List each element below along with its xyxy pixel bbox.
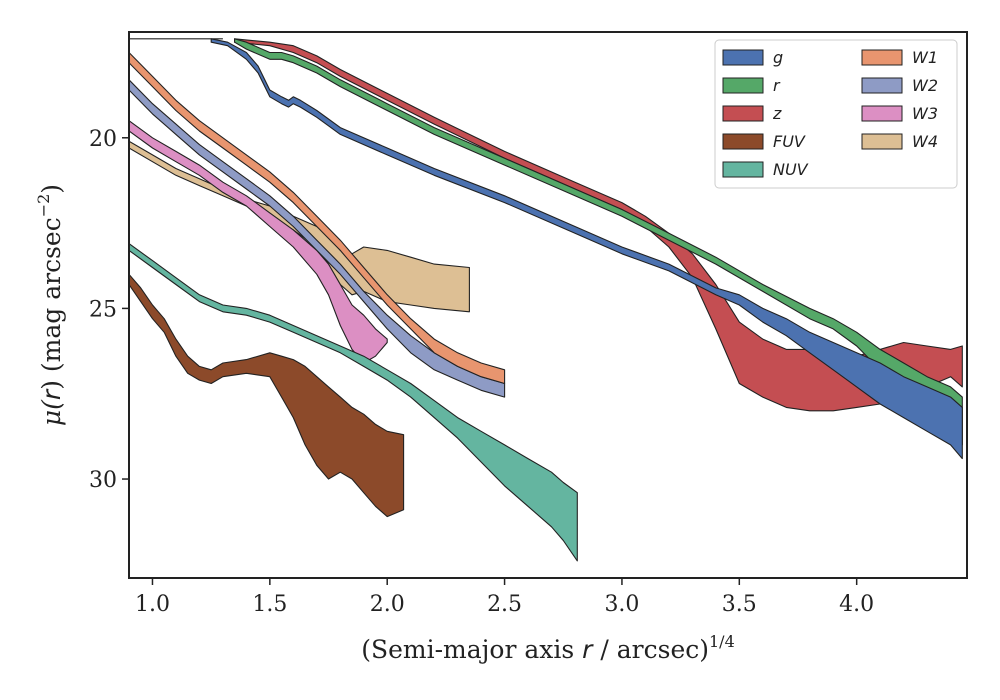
legend-swatch-w2 xyxy=(861,77,903,94)
x-tick-label: 1.0 xyxy=(135,592,170,617)
legend-swatch-z xyxy=(722,105,764,122)
x-tick-label: 1.5 xyxy=(252,592,287,617)
legend-swatch-nuv xyxy=(722,161,764,178)
x-tick-label: 2.0 xyxy=(370,592,405,617)
legend-swatch-r xyxy=(722,77,764,94)
band-w3 xyxy=(129,120,388,364)
band-g xyxy=(210,38,963,460)
band-w2 xyxy=(129,79,506,398)
legend-swatch-w4 xyxy=(861,133,903,150)
band-nuv xyxy=(129,243,578,562)
band-fuv xyxy=(129,273,405,518)
legend-swatch-g xyxy=(722,49,764,66)
x-axis-ticks: 1.0 1.5 2.0 2.5 3.0 3.5 4.0 xyxy=(135,578,874,617)
legend-frame xyxy=(714,39,958,189)
legend-swatch-fuv xyxy=(722,133,764,150)
legend-label-w2: W2 xyxy=(912,76,938,95)
x-tick-label: 3.5 xyxy=(722,592,757,617)
x-tick-label: 4.0 xyxy=(839,592,874,617)
y-tick-label: 25 xyxy=(89,297,117,322)
y-tick-label: 20 xyxy=(89,127,117,152)
legend-label-fuv: FUV xyxy=(773,132,806,151)
x-tick-label: 3.0 xyxy=(604,592,639,617)
series-bands xyxy=(129,38,963,562)
legend-label-r: r xyxy=(773,76,781,95)
y-axis-label: μ(r) (mag arcsec−2) xyxy=(34,184,66,426)
legend-label-w1: W1 xyxy=(912,48,938,67)
x-tick-label: 2.5 xyxy=(487,592,522,617)
legend-label-nuv: NUV xyxy=(773,160,809,179)
legend-label-g: g xyxy=(773,48,783,67)
legend-label-z: z xyxy=(772,104,782,123)
band-w1 xyxy=(129,51,506,385)
legend-swatch-w1 xyxy=(861,49,903,66)
y-axis-ticks: 20 25 30 xyxy=(89,127,129,493)
legend-label-w4: W4 xyxy=(912,132,938,151)
x-axis-label: (Semi-major axis r / arcsec)1/4 xyxy=(361,632,735,664)
legend-label-w3: W3 xyxy=(912,104,938,123)
y-tick-label: 30 xyxy=(89,468,117,493)
legend-swatch-w3 xyxy=(861,105,903,122)
plot-frame xyxy=(128,31,968,579)
legend: grz FUV NUV W1 W2 W3 W4 xyxy=(714,39,958,189)
